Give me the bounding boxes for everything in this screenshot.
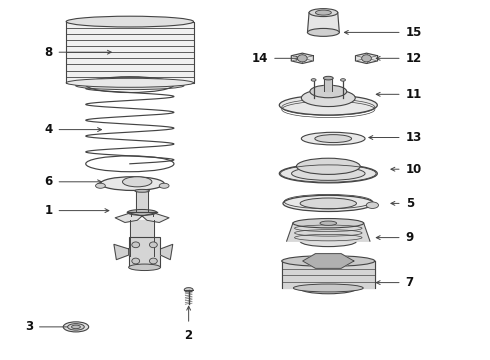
Text: 9: 9 (406, 231, 414, 244)
Text: 12: 12 (406, 52, 422, 65)
Ellipse shape (68, 324, 84, 330)
Circle shape (149, 242, 157, 248)
Ellipse shape (301, 132, 365, 145)
Ellipse shape (294, 284, 363, 292)
Ellipse shape (63, 322, 89, 332)
Ellipse shape (100, 177, 164, 190)
Ellipse shape (159, 183, 169, 188)
Polygon shape (114, 244, 128, 260)
Circle shape (297, 55, 307, 62)
Ellipse shape (184, 288, 193, 292)
Polygon shape (282, 261, 375, 288)
Ellipse shape (127, 210, 157, 215)
Polygon shape (115, 213, 142, 222)
Circle shape (149, 258, 157, 264)
Text: 14: 14 (252, 52, 268, 65)
Text: 2: 2 (185, 329, 193, 342)
Ellipse shape (300, 236, 357, 247)
Ellipse shape (128, 264, 161, 271)
Ellipse shape (341, 79, 345, 81)
Text: 1: 1 (44, 204, 52, 217)
Text: 7: 7 (406, 276, 414, 289)
Ellipse shape (301, 89, 355, 107)
Text: 8: 8 (44, 46, 52, 59)
Text: 10: 10 (406, 163, 422, 176)
Ellipse shape (75, 82, 184, 90)
Polygon shape (287, 223, 370, 241)
Circle shape (362, 55, 371, 62)
Polygon shape (161, 244, 173, 260)
Ellipse shape (300, 198, 357, 209)
Polygon shape (308, 13, 339, 32)
Ellipse shape (66, 16, 194, 27)
Ellipse shape (366, 202, 378, 208)
Ellipse shape (323, 76, 333, 80)
Ellipse shape (309, 9, 338, 17)
Ellipse shape (135, 189, 149, 192)
Polygon shape (142, 213, 169, 222)
Ellipse shape (66, 78, 194, 87)
Ellipse shape (316, 10, 331, 15)
Ellipse shape (315, 135, 352, 143)
Text: 5: 5 (406, 197, 414, 210)
Circle shape (132, 242, 140, 248)
Polygon shape (303, 254, 354, 268)
Text: 3: 3 (24, 320, 33, 333)
Ellipse shape (282, 256, 375, 266)
Ellipse shape (279, 164, 377, 183)
Ellipse shape (279, 95, 377, 115)
Circle shape (132, 258, 140, 264)
Ellipse shape (299, 282, 357, 294)
Ellipse shape (310, 85, 347, 98)
Ellipse shape (308, 28, 339, 36)
Ellipse shape (283, 195, 374, 211)
Ellipse shape (72, 325, 80, 329)
Ellipse shape (122, 177, 152, 187)
Bar (66, 22, 194, 83)
Text: 11: 11 (406, 88, 422, 101)
Text: 6: 6 (44, 175, 52, 188)
Polygon shape (355, 53, 378, 63)
Bar (128, 237, 160, 267)
Ellipse shape (293, 219, 364, 228)
Polygon shape (324, 78, 332, 91)
Ellipse shape (96, 183, 105, 188)
Text: 13: 13 (406, 131, 422, 144)
Text: 15: 15 (406, 26, 422, 39)
Polygon shape (291, 53, 314, 63)
Text: 4: 4 (44, 123, 52, 136)
Ellipse shape (292, 167, 365, 180)
Ellipse shape (296, 158, 360, 174)
Ellipse shape (320, 221, 337, 225)
Ellipse shape (311, 79, 316, 81)
